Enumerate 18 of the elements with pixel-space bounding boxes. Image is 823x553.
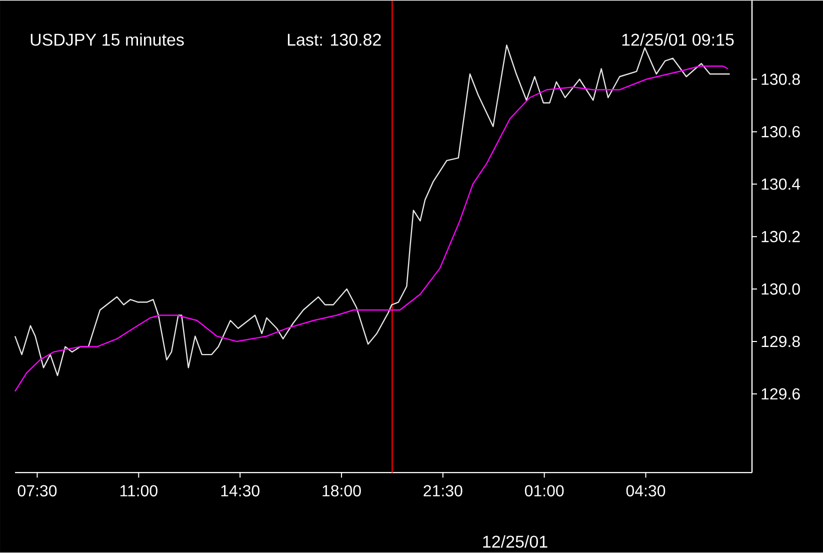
- x-tick-label: 07:30: [18, 485, 57, 497]
- y-tick-label: 130.8: [762, 74, 800, 86]
- y-tick-label: 130.0: [762, 284, 800, 295]
- annotation: 12/25/01 09:15: [622, 33, 734, 46]
- x-tick-label: 01:00: [524, 485, 564, 497]
- x-tick-label: 21:30: [424, 485, 462, 497]
- y-tick-label: 130.6: [762, 126, 800, 138]
- x-tick-label: 04:30: [626, 485, 666, 497]
- y-tick-label: 129.8: [762, 336, 800, 348]
- y-tick-label: 130.2: [762, 231, 800, 242]
- y-tick-label: 129.6: [762, 388, 800, 400]
- y-tick-label: 130.4: [762, 178, 800, 190]
- text: Last: 130.82: [288, 34, 381, 46]
- x-tick-label: 14:30: [221, 485, 260, 497]
- x-tick-label: 18:00: [322, 485, 361, 497]
- x-tick-label: 11:00: [120, 485, 158, 497]
- text: USDJPY 15 minutes: [30, 33, 184, 46]
- text: 12/25/01: [483, 535, 548, 548]
